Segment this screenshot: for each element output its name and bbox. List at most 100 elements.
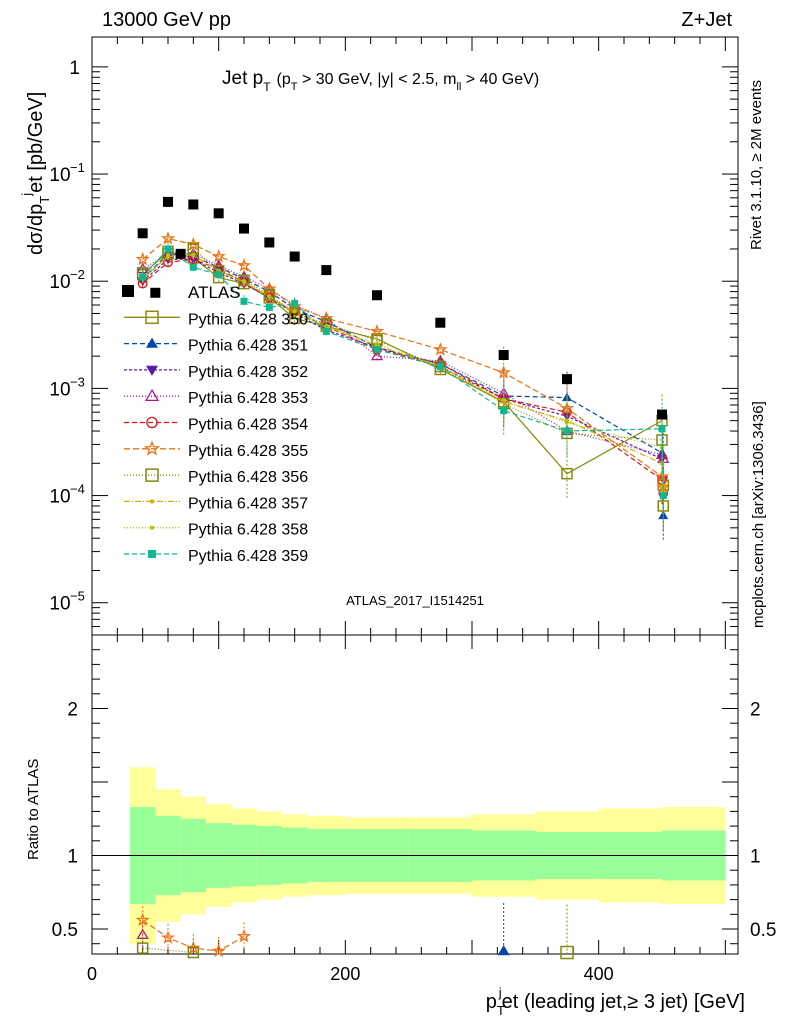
y-tick-exponent: −5	[70, 589, 85, 604]
marker	[237, 258, 251, 272]
marker	[148, 550, 156, 558]
legend-label: Pythia 6.428 352	[188, 364, 308, 381]
ylabel-main: dσ/dp	[25, 204, 47, 255]
marker	[265, 303, 273, 311]
ylabel-sub: T	[37, 196, 52, 204]
x-axis-ticks: 0 200 400	[87, 37, 726, 984]
mc-series-line	[142, 253, 664, 460]
marker	[241, 279, 247, 284]
marker	[136, 942, 149, 954]
ratio-tick-label-right: 0.5	[750, 920, 776, 941]
x-axis-label: pTjet (leading jet,≥ 3 jet) [GeV]	[486, 985, 745, 1018]
mc-series-line	[142, 237, 664, 488]
data-point	[150, 287, 161, 298]
data-point	[264, 237, 275, 248]
data-point	[137, 228, 148, 239]
marker	[215, 271, 223, 279]
marker	[373, 346, 381, 354]
marker	[189, 263, 197, 271]
marker	[186, 237, 201, 251]
data-point	[498, 349, 509, 360]
data-point	[213, 208, 224, 219]
data-point	[175, 248, 186, 259]
marker	[135, 251, 150, 266]
ylabel-sup: j	[19, 193, 34, 197]
ratio-mc-markers	[135, 903, 574, 960]
mc-series-line	[142, 248, 664, 507]
legend-label: Pythia 6.428 357	[188, 495, 308, 512]
marker	[146, 416, 158, 429]
marker	[165, 252, 171, 258]
marker	[186, 940, 201, 955]
title-cuts-close: > 40 GeV)	[461, 71, 539, 88]
ratio-tick-label-left: 1	[67, 847, 78, 868]
marker	[500, 407, 508, 415]
xlabel-sub: T	[497, 1003, 505, 1018]
legend-label: Pythia 6.428 355	[188, 443, 308, 460]
data-point	[321, 265, 332, 276]
marker	[211, 249, 226, 263]
marker	[237, 928, 251, 943]
legend-label: Pythia 6.428 353	[188, 390, 308, 407]
y-tick-label: 10	[49, 272, 70, 293]
y-tick-exponent: −2	[70, 267, 85, 282]
marker	[191, 252, 196, 258]
ratio-tick-label-right: 1	[750, 847, 761, 868]
legend-label: Pythia 6.428 350	[188, 311, 308, 328]
marker	[291, 299, 299, 307]
marker	[322, 327, 330, 335]
ratio-tick-label-left: 2	[67, 700, 78, 721]
marker	[563, 427, 571, 435]
y-axis-label-main: dσ/dpTjet [pb/GeV]	[19, 92, 52, 255]
y-tick-exponent: −1	[70, 160, 85, 175]
x-tick-label: 400	[584, 964, 614, 984]
marker	[160, 930, 176, 944]
mc-series-line	[142, 258, 664, 480]
title-main-sub: T	[263, 80, 271, 94]
x-tick-label: 0	[87, 964, 97, 984]
marker	[211, 943, 226, 958]
header-left: 13000 GeV pp	[102, 9, 231, 31]
title-cuts-sub-t: T	[291, 81, 298, 93]
marker	[292, 309, 297, 314]
marker	[369, 323, 385, 338]
xlabel-sup: j	[498, 985, 502, 1000]
ratio-tick-label-right: 2	[750, 700, 761, 721]
marker	[370, 349, 384, 361]
marker	[561, 467, 573, 480]
marker	[659, 492, 667, 500]
marker	[658, 425, 666, 433]
data-point	[657, 409, 667, 420]
y-tick-label: 1	[69, 58, 80, 79]
marker	[139, 273, 147, 281]
title-main: Jet p	[222, 68, 263, 89]
header-right: Z+Jet	[681, 9, 732, 31]
data-point	[239, 223, 249, 234]
legend: ATLAS Pythia 6.428 350 Pythia 6.428 351 Pyt…	[122, 283, 308, 565]
y-axis-ticks: 110 −110 −210 −310 −410 −52 21 10.5 0.5	[49, 58, 776, 945]
marker	[135, 912, 150, 927]
ratio-tick-label-left: 0.5	[52, 920, 78, 941]
atlas-data-points	[137, 196, 667, 420]
legend-label: Pythia 6.428 359	[188, 548, 308, 565]
marker	[160, 231, 176, 245]
analysis-id: ATLAS_2017_I1514251	[346, 593, 484, 608]
title-cuts-sub-ll: ll	[456, 81, 461, 93]
ylabel-rest: et [pb/GeV]	[25, 92, 47, 193]
mc-series-line	[142, 254, 664, 488]
marker	[143, 440, 161, 456]
marker	[560, 945, 574, 960]
legend-data-marker	[122, 285, 134, 297]
y-tick-label: 10	[49, 594, 70, 615]
ratio-uncertainty-bands	[92, 767, 738, 944]
marker	[164, 245, 172, 253]
mcplots-label: mcplots.cern.ch [arXiv:1306.3436]	[750, 401, 767, 628]
marker	[149, 525, 155, 530]
data-point	[372, 290, 382, 301]
data-point	[163, 196, 173, 207]
legend-label: Pythia 6.428 356	[188, 469, 308, 486]
marker	[146, 337, 158, 348]
marker	[149, 499, 155, 504]
legend-label: Pythia 6.428 351	[188, 338, 308, 355]
